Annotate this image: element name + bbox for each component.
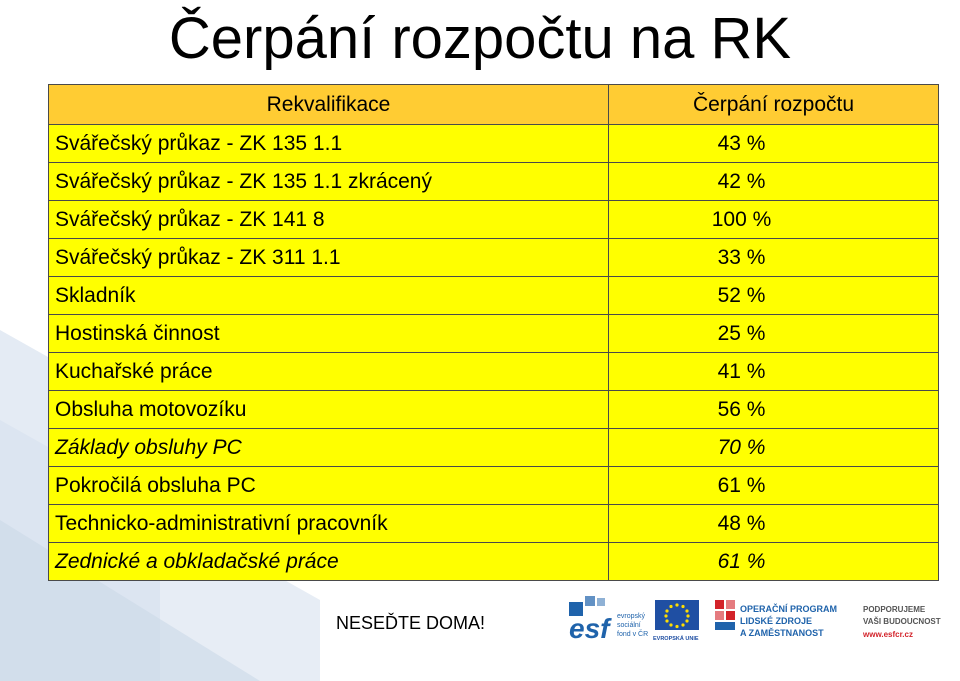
op-text-line: OPERAČNÍ PROGRAM	[740, 603, 837, 614]
row-name: Skladník	[48, 276, 609, 315]
row-value: 52 %	[608, 276, 939, 315]
op-text-line: A ZAMĚSTNANOST	[740, 627, 824, 638]
row-name: Obsluha motovozíku	[48, 390, 609, 429]
row-value: 42 %	[608, 162, 939, 201]
row-name: Technicko-administrativní pracovník	[48, 504, 609, 543]
esf-text-line: fond v ČR	[617, 629, 648, 638]
table-row: Základy obsluhy PC 70 %	[48, 428, 939, 467]
page-title: Čerpání rozpočtu na RK	[168, 6, 792, 71]
row-name: Svářečský průkaz - ZK 141 8	[48, 200, 609, 239]
sponsor-logos: esf evropský sociální fond v ČR EVROPSKÁ…	[569, 596, 941, 644]
row-name: Svářečský průkaz - ZK 311 1.1	[48, 238, 609, 277]
row-value: 41 %	[608, 352, 939, 391]
esf-text-line: evropský	[617, 613, 646, 620]
table-row: Technicko-administrativní pracovník 48 %	[48, 504, 939, 543]
row-value: 61 %	[608, 542, 939, 581]
table-row: Hostinská činnost 25 %	[48, 314, 939, 353]
table-row: Skladník 52 %	[48, 276, 939, 315]
slogan: NESEĎTE DOMA!	[336, 613, 486, 633]
table-row: Kuchařské práce 41 %	[48, 352, 939, 391]
row-name: Základy obsluhy PC	[48, 428, 609, 467]
row-name: Kuchařské práce	[48, 352, 609, 391]
table-row: Zednické a obkladačské práce 61 %	[48, 542, 939, 581]
op-program-logo: OPERAČNÍ PROGRAM LIDSKÉ ZDROJE A ZAMĚSTN…	[715, 600, 837, 638]
budget-table: Rekvalifikace Čerpání rozpočtu Svářečský…	[48, 84, 939, 581]
support-text-line: VAŠI BUDOUCNOST	[863, 617, 941, 626]
row-value: 56 %	[608, 390, 939, 429]
esf-logo-word: esf	[569, 613, 612, 644]
header-budget-usage: Čerpání rozpočtu	[608, 84, 939, 125]
table-row: Obsluha motovozíku 56 %	[48, 390, 939, 429]
row-value: 33 %	[608, 238, 939, 277]
table-header-row: Rekvalifikace Čerpání rozpočtu	[48, 84, 939, 125]
row-name: Hostinská činnost	[48, 314, 609, 353]
esf-text-line: sociální	[617, 622, 641, 629]
table-row: Svářečský průkaz - ZK 135 1.1 zkrácený 4…	[48, 162, 939, 201]
row-name: Pokročilá obsluha PC	[48, 466, 609, 505]
row-value: 100 %	[608, 200, 939, 239]
support-text-line: PODPORUJEME	[863, 605, 926, 614]
table-row: Svářečský průkaz - ZK 311 1.1 33 %	[48, 238, 939, 277]
eu-text: EVROPSKÁ UNIE	[653, 635, 699, 642]
row-name: Zednické a obkladačské práce	[48, 542, 609, 581]
row-value: 48 %	[608, 504, 939, 543]
table-row: Svářečský průkaz - ZK 141 8 100 %	[48, 200, 939, 239]
row-value: 61 %	[608, 466, 939, 505]
table-row: Svářečský průkaz - ZK 135 1.1 43 %	[48, 124, 939, 163]
support-logo: PODPORUJEME VAŠI BUDOUCNOST www.esfcr.cz	[862, 605, 941, 639]
support-url: www.esfcr.cz	[862, 630, 913, 639]
row-value: 70 %	[608, 428, 939, 467]
row-value: 25 %	[608, 314, 939, 353]
esf-logo: esf evropský sociální fond v ČR	[569, 596, 648, 644]
row-value: 43 %	[608, 124, 939, 163]
header-requalification: Rekvalifikace	[48, 84, 609, 125]
table-row: Pokročilá obsluha PC 61 %	[48, 466, 939, 505]
eu-flag-logo: EVROPSKÁ UNIE	[653, 600, 699, 642]
row-name: Svářečský průkaz - ZK 135 1.1	[48, 124, 609, 163]
op-text-line: LIDSKÉ ZDROJE	[740, 616, 812, 626]
row-name: Svářečský průkaz - ZK 135 1.1 zkrácený	[48, 162, 609, 201]
